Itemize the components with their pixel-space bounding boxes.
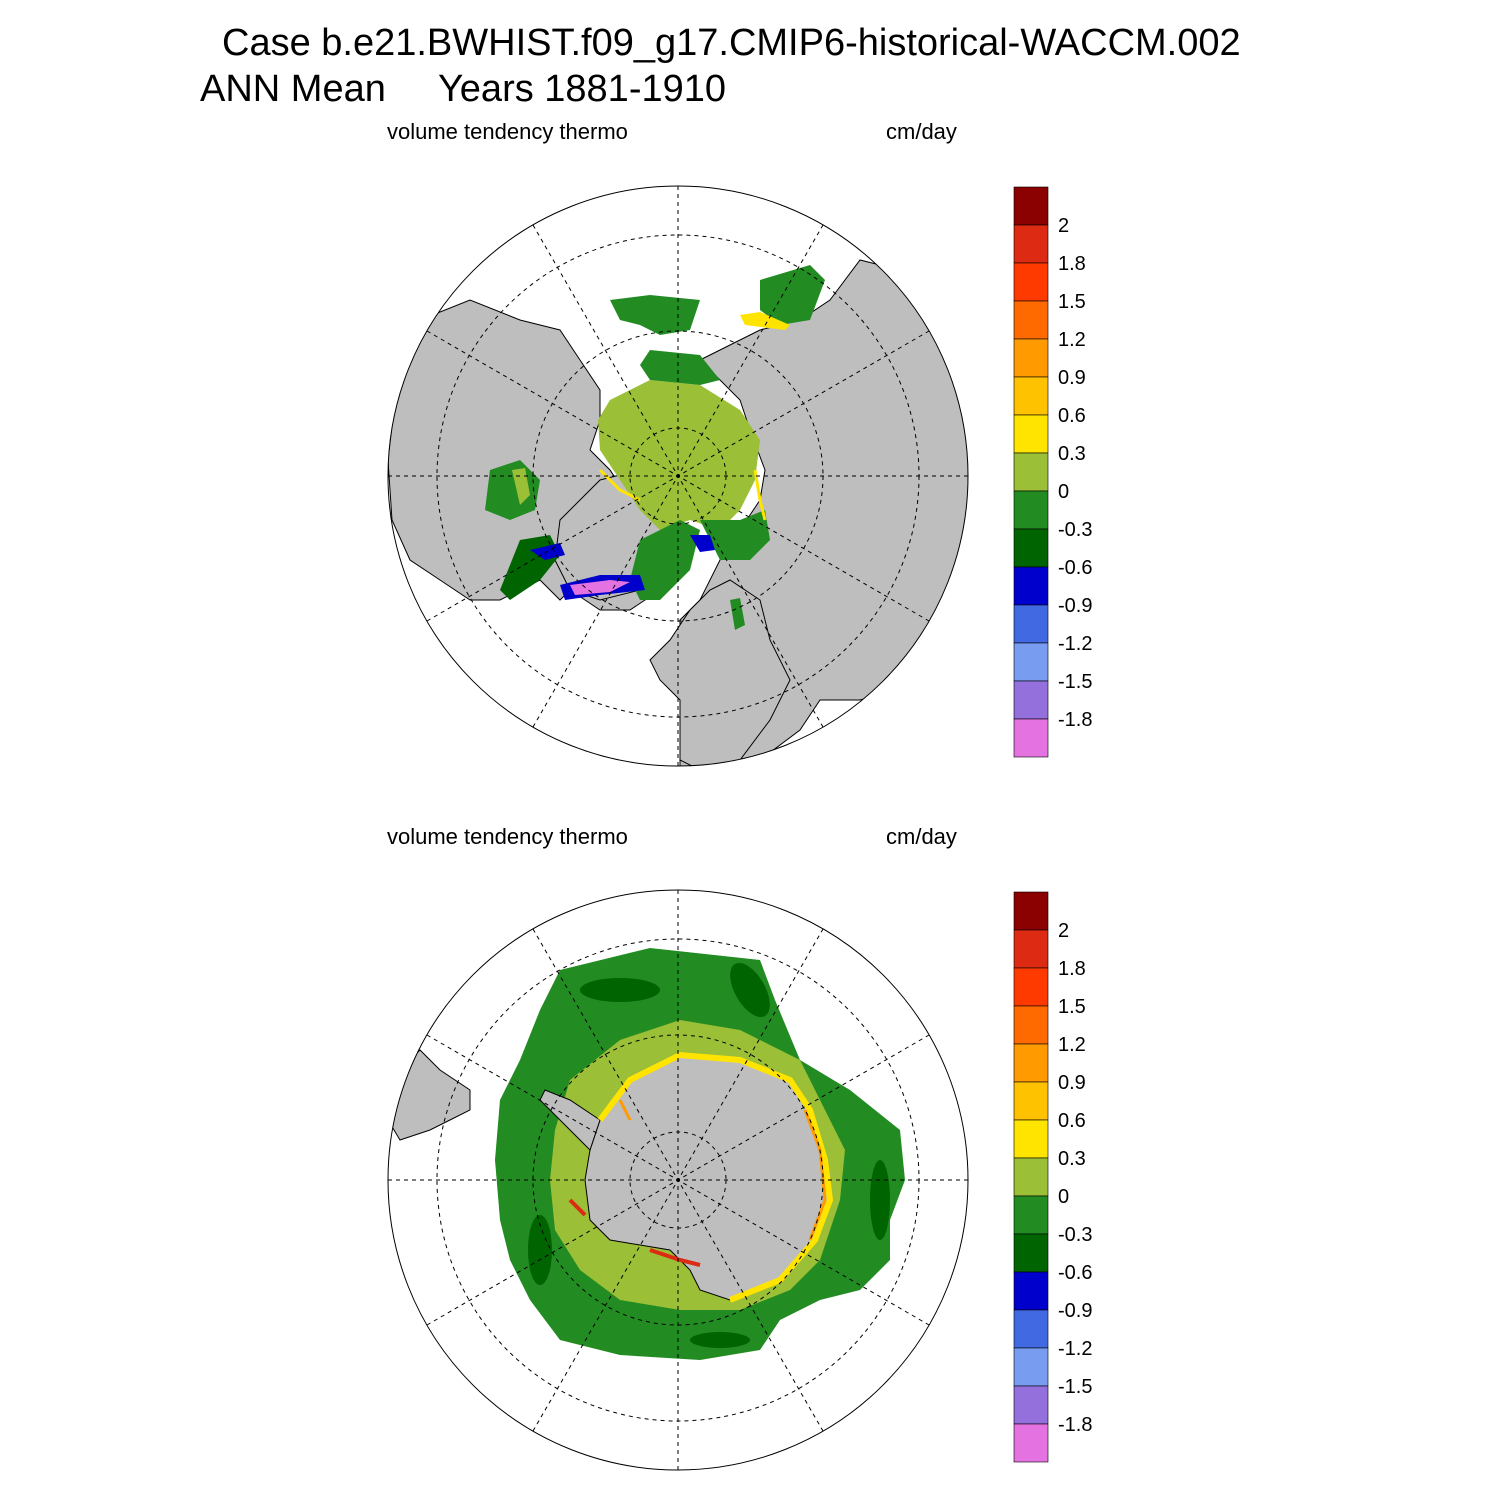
north-ice-margin-beaufort: [640, 350, 720, 385]
colorbar-tick-label: -0.6: [1058, 557, 1092, 579]
south-ice-coastal-red-weddell: [568, 1198, 587, 1217]
colorbar-tick-label: -0.9: [1058, 1300, 1092, 1322]
colorbar-swatch: [1013, 262, 1049, 302]
north-ice-okhotsk: [760, 265, 825, 325]
colorbar-swatch: [1013, 376, 1049, 416]
colorbar-swatch: [1013, 490, 1049, 530]
colorbar-swatch: [1013, 1081, 1049, 1121]
south-land-antarctic-peninsula: [539, 1089, 601, 1151]
north-ice-okhotsk-edge: [740, 312, 790, 330]
north-ice-margin-barents: [630, 520, 700, 600]
south-colorbar: 2 1.8 1.5 1.2 0.9 0.6 0.3 0 -0.3 -0.6 -0.9 -1.2 -1.5…: [1013, 891, 1092, 1463]
colorbar-swatch: [1013, 1119, 1049, 1159]
north-colorbar: 2 1.8 1.5 1.2 0.9 0.6 0.3 0 -0.3 -0.6 -0.9 -1.2 -1.5…: [1013, 186, 1092, 758]
south-ice-dark-blob-5: [690, 1332, 750, 1348]
colorbar-tick-label: 1.2: [1058, 1034, 1086, 1056]
colorbar-swatch: [1013, 1233, 1049, 1273]
south-graticule: [388, 890, 968, 1470]
north-ice-hudson-inner: [512, 468, 530, 505]
colorbar-tick-label: -0.9: [1058, 595, 1092, 617]
north-ice-yellow-edge: [598, 468, 641, 502]
colorbar-tick-label: 1.5: [1058, 291, 1086, 313]
colorbar-swatch: [1013, 224, 1049, 264]
north-units-label: cm/day: [886, 119, 957, 144]
north-ice-barents-blue: [690, 535, 715, 552]
colorbar-tick-label: -1.8: [1058, 709, 1092, 731]
colorbar-swatch: [1013, 604, 1049, 644]
colorbar-swatch: [1013, 1157, 1049, 1197]
south-map-border: [387, 889, 969, 1471]
colorbar-swatch: [1013, 1347, 1049, 1387]
colorbar-tick-label: 0.3: [1058, 1148, 1086, 1170]
colorbar-tick-label: -0.3: [1058, 519, 1092, 541]
colorbar-tick-label: 2: [1058, 215, 1069, 237]
north-ice-greenland-east-pink: [570, 580, 630, 595]
north-ice-central: [598, 380, 760, 530]
colorbar-swatch: [1013, 528, 1049, 568]
colorbar-tick-label: 0.6: [1058, 405, 1086, 427]
colorbar-tick-label: 1.5: [1058, 996, 1086, 1018]
colorbar-swatch: [1013, 1195, 1049, 1235]
colorbar-tick-label: 1.2: [1058, 329, 1086, 351]
colorbar-tick-label: -1.5: [1058, 1376, 1092, 1398]
colorbar-swatch: [1013, 566, 1049, 606]
colorbar-swatch: [1013, 967, 1049, 1007]
colorbar-tick-label: -1.5: [1058, 671, 1092, 693]
colorbar-swatch: [1013, 1423, 1049, 1463]
north-map-border: [387, 185, 969, 767]
colorbar-swatch: [1013, 1309, 1049, 1349]
colorbar-swatch: [1013, 186, 1049, 226]
south-ice-coastal-orange-west: [618, 1099, 632, 1121]
north-graticule: [388, 186, 968, 766]
north-ice-margin-kara: [700, 510, 770, 560]
south-polar-map: [387, 889, 969, 1471]
colorbar-tick-label: 2: [1058, 920, 1069, 942]
colorbar-tick-label: 1.8: [1058, 958, 1086, 980]
colorbar-tick-label: 1.8: [1058, 253, 1086, 275]
figure-title-period: ANN Mean Years 1881-1910: [200, 68, 727, 110]
colorbar-swatch: [1013, 414, 1049, 454]
colorbar-tick-label: -0.6: [1058, 1262, 1092, 1284]
south-ice-coastal-band: [597, 1051, 834, 1303]
colorbar-tick-label: -1.8: [1058, 1414, 1092, 1436]
colorbar-tick-label: 0.6: [1058, 1110, 1086, 1132]
colorbar-swatch: [1013, 300, 1049, 340]
figure-title-case: Case b.e21.BWHIST.f09_g17.CMIP6-historic…: [222, 22, 1241, 64]
colorbar-swatch: [1013, 1271, 1049, 1311]
colorbar-swatch: [1013, 680, 1049, 720]
colorbar-swatch: [1013, 338, 1049, 378]
colorbar-tick-label: -0.3: [1058, 1224, 1092, 1246]
north-variable-label: volume tendency thermo: [387, 119, 628, 144]
colorbar-tick-label: 0: [1058, 481, 1069, 503]
south-ice-dark-blob-1: [580, 978, 660, 1002]
colorbar-tick-label: 0.9: [1058, 367, 1086, 389]
colorbar-tick-label: 0: [1058, 1186, 1069, 1208]
colorbar-tick-label: 0.3: [1058, 443, 1086, 465]
south-ice-dark-blob-2: [730, 962, 770, 1018]
colorbar-swatch: [1013, 452, 1049, 492]
north-ice-yellow-edge2: [753, 469, 767, 521]
colorbar-tick-label: 0.9: [1058, 1072, 1086, 1094]
north-polar-map: [387, 185, 969, 767]
colorbar-swatch: [1013, 1385, 1049, 1425]
south-variable-label: volume tendency thermo: [387, 824, 628, 849]
colorbar-swatch: [1013, 891, 1049, 931]
south-ice-dark-blob-3: [870, 1160, 890, 1240]
south-ice-coastal-red-ross: [649, 1248, 701, 1267]
colorbar-swatch: [1013, 1043, 1049, 1083]
south-ice-dark-blob-4: [528, 1215, 552, 1285]
colorbar-swatch: [1013, 1005, 1049, 1045]
colorbar-tick-label: -1.2: [1058, 633, 1092, 655]
colorbar-tick-label: -1.2: [1058, 1338, 1092, 1360]
colorbar-swatch: [1013, 642, 1049, 682]
south-units-label: cm/day: [886, 824, 957, 849]
colorbar-swatch: [1013, 929, 1049, 969]
colorbar-swatch: [1013, 718, 1049, 758]
